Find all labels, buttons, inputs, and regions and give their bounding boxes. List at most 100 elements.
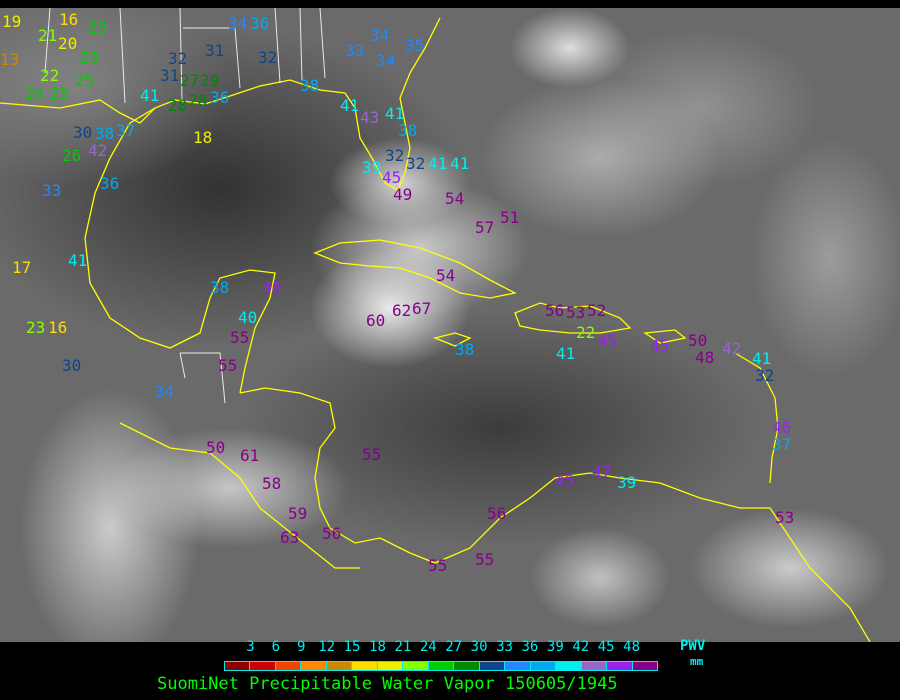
legend-tick: 12 (318, 639, 336, 655)
legend-swatch (479, 662, 506, 670)
image-title: SuomiNet Precipitable Water Vapor 150605… (157, 674, 618, 694)
station-pwv-value: 26 (62, 146, 82, 165)
legend-swatch (530, 662, 557, 670)
station-pwv-value: 62 (392, 301, 412, 320)
legend-tick: 36 (521, 639, 539, 655)
coastline-overlay (0, 8, 871, 642)
station-pwv-value: 22 (40, 66, 60, 85)
legend-tick: 6 (271, 639, 281, 655)
station-pwv-value: 33 (345, 41, 365, 60)
legend-swatch (632, 662, 657, 670)
station-pwv-value: 41 (556, 344, 576, 363)
legend-swatch (326, 662, 353, 670)
station-pwv-value: 38 (210, 278, 230, 297)
station-pwv-value: 17 (12, 258, 32, 277)
station-pwv-value: 19 (2, 12, 22, 31)
jamaica-coastline (432, 332, 472, 347)
station-pwv-value: 38 (455, 340, 475, 359)
station-pwv-value: 18 (193, 128, 213, 147)
station-pwv-value: 42 (88, 141, 108, 160)
mexico-gulf-coastline (84, 107, 276, 394)
station-pwv-value: 47 (592, 462, 612, 481)
station-pwv-value: 46 (262, 278, 282, 297)
station-pwv-value: 34 (370, 26, 390, 45)
station-pwv-value: 29 (200, 71, 220, 90)
legend-swatch (505, 662, 531, 670)
legend-tick: 27 (445, 639, 463, 655)
station-pwv-value: 43 (360, 108, 380, 127)
legend-tick: 21 (394, 639, 412, 655)
legend-unit: mm (690, 655, 704, 668)
station-pwv-value: 32 (385, 146, 405, 165)
station-pwv-value: 63 (280, 528, 300, 547)
state-borders (44, 8, 326, 404)
station-pwv-value: 22 (576, 323, 596, 342)
legend-tick: 42 (572, 639, 590, 655)
station-pwv-value: 37 (116, 121, 136, 140)
station-pwv-value: 24 (25, 84, 45, 103)
station-pwv-value: 56 (322, 524, 342, 543)
puerto-rico-coastline (643, 329, 687, 344)
legend-swatch (581, 662, 608, 670)
station-pwv-value: 41 (340, 96, 360, 115)
station-pwv-value: 61 (240, 446, 260, 465)
legend-tick: 39 (546, 639, 564, 655)
station-pwv-value: 45 (598, 331, 618, 350)
legend-swatch (225, 662, 251, 670)
lesser-antilles (734, 352, 779, 484)
station-pwv-value: 25 (50, 84, 70, 103)
station-pwv-value: 16 (48, 318, 68, 337)
station-pwv-value: 56 (487, 504, 507, 523)
station-pwv-value: 41 (140, 86, 160, 105)
station-pwv-value: 32 (168, 49, 188, 68)
legend-swatch (250, 662, 276, 670)
station-pwv-value: 27 (180, 71, 200, 90)
station-pwv-value: 34 (376, 51, 396, 70)
station-pwv-value: 52 (587, 301, 607, 320)
station-pwv-value: 33 (42, 181, 62, 200)
station-pwv-value: 38 (95, 124, 115, 143)
station-pwv-value: 45 (382, 168, 402, 187)
station-pwv-value: 48 (695, 348, 715, 367)
legend-tick: 24 (419, 639, 437, 655)
us-gulf-coastline (0, 17, 441, 191)
station-pwv-value: 51 (500, 208, 520, 227)
station-pwv-value: 60 (366, 311, 386, 330)
legend-swatch (607, 662, 633, 670)
station-pwv-value: 54 (436, 266, 456, 285)
cuba-coastline (313, 239, 517, 299)
station-pwv-value: 50 (206, 438, 226, 457)
station-pwv-value: 16 (59, 10, 79, 29)
legend-swatch (403, 662, 429, 670)
legend-swatch (377, 662, 404, 670)
legend-swatch (275, 662, 302, 670)
station-pwv-value: 36 (250, 14, 270, 33)
station-pwv-value: 50 (688, 331, 708, 350)
station-pwv-value: 45 (555, 471, 575, 490)
station-pwv-value: 53 (775, 508, 795, 527)
station-pwv-value: 32 (755, 366, 775, 385)
station-pwv-value: 31 (205, 41, 225, 60)
station-pwv-value: 41 (428, 154, 448, 173)
station-pwv-value: 55 (428, 556, 448, 575)
station-pwv-value: 55 (218, 356, 238, 375)
station-pwv-value: 25 (80, 48, 100, 67)
station-pwv-value: 36 (100, 174, 120, 193)
station-pwv-value: 56 (545, 301, 565, 320)
station-pwv-value: 57 (475, 218, 495, 237)
station-pwv-value: 46 (772, 418, 792, 437)
station-pwv-value: 38 (398, 121, 418, 140)
satellite-image: 19 20 21 16 25 22 24 25 25 25 13 17 23 16 30 18 33 41 36 42… (0, 8, 900, 642)
legend-swatch (301, 662, 327, 670)
station-pwv-value: 41 (450, 154, 470, 173)
station-pwv-value: 34 (155, 382, 175, 401)
legend-swatch (454, 662, 480, 670)
legend-tick: 30 (470, 639, 488, 655)
station-pwv-value: 45 (650, 336, 670, 355)
station-pwv-value: 42 (722, 339, 742, 358)
station-pwv-value: 30 (73, 123, 93, 142)
legend-tick: 33 (496, 639, 513, 655)
station-pwv-value: 25 (75, 71, 95, 90)
station-pwv-value: 58 (262, 474, 282, 493)
